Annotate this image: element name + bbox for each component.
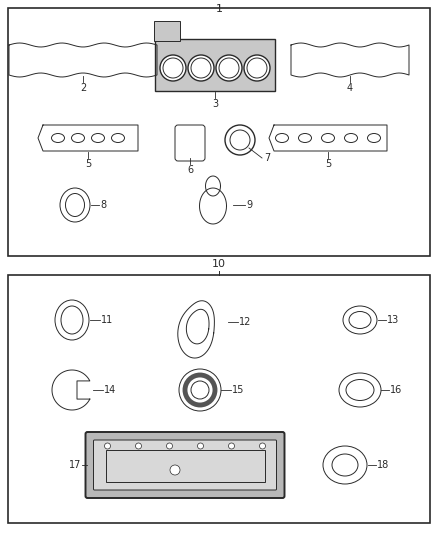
Text: 18: 18: [377, 460, 389, 470]
Text: 5: 5: [325, 159, 331, 169]
FancyBboxPatch shape: [93, 440, 276, 490]
Circle shape: [135, 443, 141, 449]
Circle shape: [216, 55, 242, 81]
Circle shape: [198, 443, 204, 449]
Text: 17: 17: [69, 460, 81, 470]
Circle shape: [244, 55, 270, 81]
Text: 3: 3: [212, 99, 218, 109]
Text: 8: 8: [100, 200, 106, 210]
Circle shape: [188, 55, 214, 81]
Text: 13: 13: [387, 315, 399, 325]
Circle shape: [229, 443, 234, 449]
Text: 15: 15: [232, 385, 244, 395]
Circle shape: [170, 465, 180, 475]
Circle shape: [160, 55, 186, 81]
Text: 2: 2: [80, 83, 86, 93]
FancyBboxPatch shape: [154, 21, 180, 41]
Bar: [8, 8, 430, 256]
Text: 9: 9: [246, 200, 252, 210]
Circle shape: [191, 58, 211, 78]
Text: 14: 14: [104, 385, 116, 395]
Text: 1: 1: [215, 4, 223, 14]
Text: 12: 12: [239, 317, 251, 327]
Text: 10: 10: [212, 259, 226, 269]
Text: 11: 11: [101, 315, 113, 325]
Bar: [8, 275, 430, 523]
Text: 16: 16: [390, 385, 402, 395]
Circle shape: [166, 443, 173, 449]
Circle shape: [163, 58, 183, 78]
Circle shape: [219, 58, 239, 78]
Circle shape: [247, 58, 267, 78]
FancyBboxPatch shape: [155, 39, 275, 91]
Text: 4: 4: [347, 83, 353, 93]
Text: 5: 5: [85, 159, 91, 169]
Text: 7: 7: [264, 153, 270, 163]
FancyBboxPatch shape: [85, 432, 285, 498]
Circle shape: [259, 443, 265, 449]
Circle shape: [105, 443, 110, 449]
Text: 6: 6: [187, 165, 193, 175]
